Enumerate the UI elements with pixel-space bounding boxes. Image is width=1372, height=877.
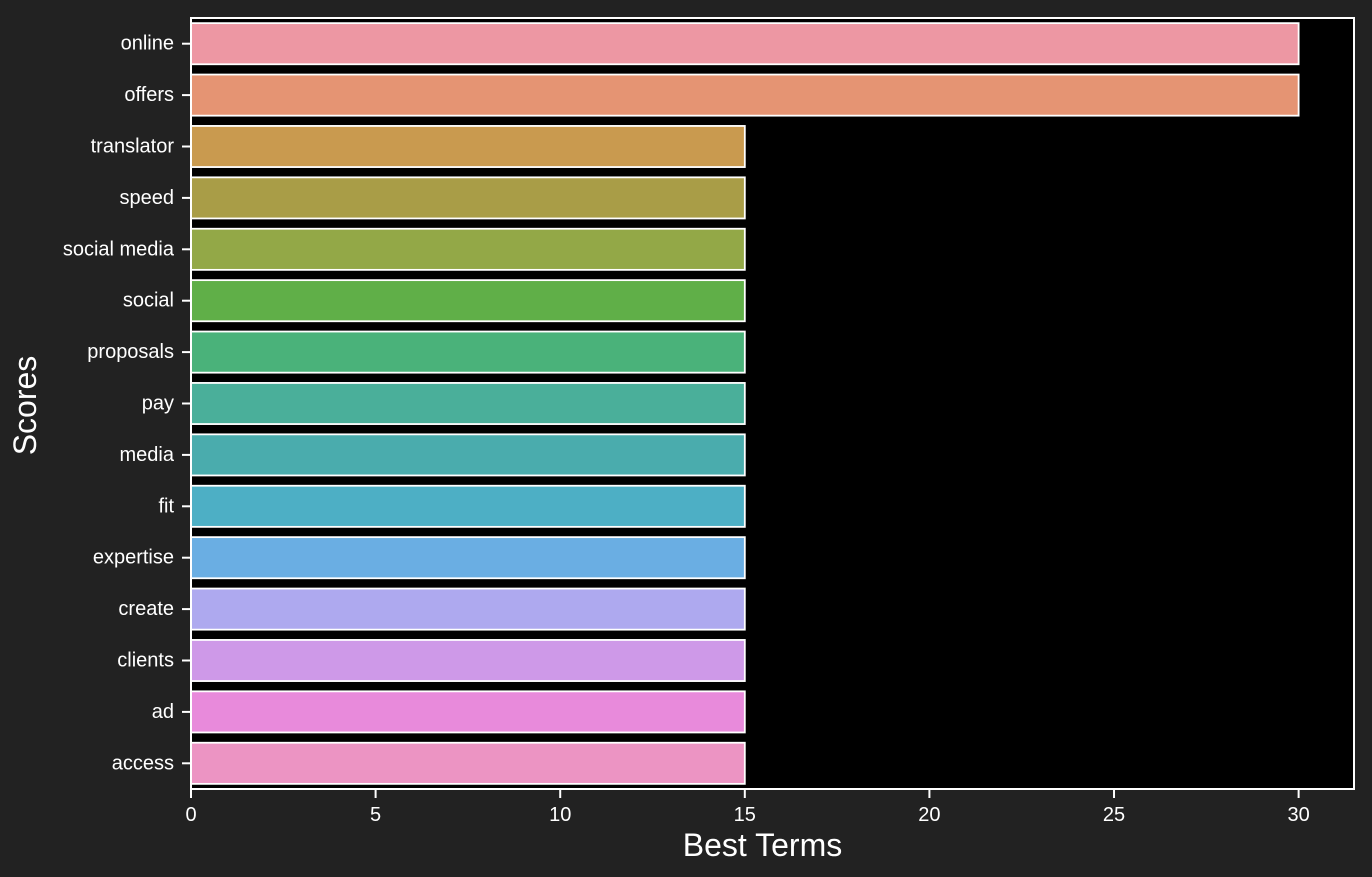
x-axis: 0 5 10 15 20 25 30 — [185, 789, 1310, 826]
y-tick-label: pay — [142, 393, 174, 415]
bar-access — [190, 741, 746, 785]
bars-group — [190, 22, 1300, 785]
y-tick-label: ad — [152, 701, 174, 723]
x-tick-label: 5 — [370, 804, 381, 826]
bar-media — [190, 433, 746, 477]
x-tick-label: 30 — [1287, 804, 1309, 826]
x-tick-label: 0 — [185, 804, 196, 826]
y-tick-label: social media — [63, 238, 175, 260]
y-tick-label: proposals — [87, 341, 174, 363]
bar-social — [190, 279, 746, 323]
y-tick-label: expertise — [93, 547, 174, 569]
y-tick-label: media — [120, 444, 175, 466]
bar-pay — [190, 382, 746, 425]
x-tick-label: 10 — [549, 804, 571, 826]
y-tick-label: create — [118, 598, 174, 620]
bar-create — [190, 587, 746, 631]
bar-online — [190, 22, 1300, 66]
bar-clients — [190, 639, 746, 682]
y-axis: online offers translator speed social media s… — [63, 33, 191, 774]
bar-offers — [190, 73, 1300, 117]
y-tick-label: fit — [158, 495, 174, 517]
y-tick-label: social — [123, 290, 174, 312]
bar-social-media — [190, 227, 746, 271]
x-tick-label: 20 — [918, 804, 940, 826]
bar-speed — [190, 176, 746, 220]
x-axis-label: Best Terms — [683, 827, 842, 863]
x-tick-label: 25 — [1103, 804, 1125, 826]
y-tick-label: online — [121, 33, 174, 55]
bar-translator — [190, 125, 746, 168]
bar-expertise — [190, 536, 746, 580]
bar-ad — [190, 690, 746, 734]
y-tick-label: clients — [117, 650, 174, 672]
y-axis-label: Scores — [7, 356, 43, 456]
bar-fit — [190, 484, 746, 528]
x-tick-label: 15 — [734, 804, 756, 826]
bar-proposals — [190, 330, 746, 374]
y-tick-label: offers — [124, 84, 174, 106]
y-tick-label: access — [112, 752, 174, 774]
y-tick-label: speed — [120, 187, 175, 209]
y-tick-label: translator — [91, 136, 175, 158]
